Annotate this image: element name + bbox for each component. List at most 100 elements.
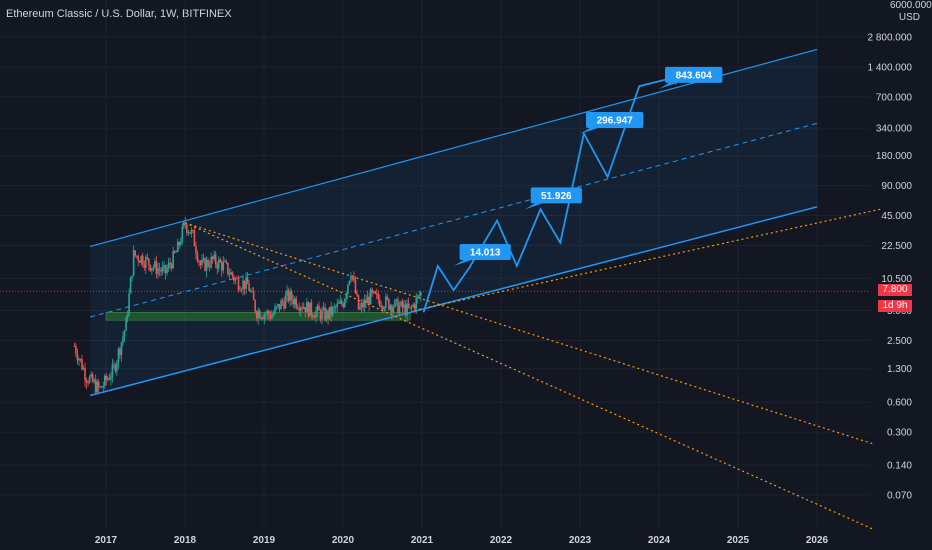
candle-body <box>172 251 174 269</box>
callout-box <box>459 243 511 260</box>
candle-body <box>186 224 188 233</box>
candle-body <box>225 261 228 263</box>
candle-body <box>348 280 351 285</box>
x-tick-label: 2018 <box>174 535 197 546</box>
candle-body <box>190 229 193 234</box>
candle-body <box>201 259 203 265</box>
candle-body <box>113 364 115 366</box>
candle-body <box>342 304 345 308</box>
candle-body <box>237 278 240 290</box>
candle-body <box>131 275 133 278</box>
callout-label: 14.013 <box>470 247 501 258</box>
candle-body <box>254 300 256 312</box>
candle-body <box>252 291 255 301</box>
y-tick-label: 1.300 <box>887 364 912 375</box>
candle-body <box>228 274 231 275</box>
candle-body <box>231 272 234 277</box>
candle-body <box>154 261 156 267</box>
candle-body <box>268 311 270 315</box>
countdown-badge: 1d 9h <box>878 300 912 312</box>
candle-body <box>148 258 150 265</box>
candle-body <box>299 307 302 311</box>
candle-body <box>330 306 332 315</box>
candle-body <box>93 380 95 382</box>
channel-area <box>90 49 817 396</box>
candle-body <box>170 264 173 269</box>
candle-body <box>117 348 120 363</box>
candle-body <box>313 317 316 319</box>
candle-body <box>97 381 100 388</box>
candle-body <box>383 307 386 310</box>
candle-body <box>192 229 194 231</box>
candle-body <box>385 296 387 308</box>
candle-body <box>301 307 304 309</box>
candle-body <box>167 262 170 269</box>
y-tick-label: 0.300 <box>887 428 912 439</box>
candle-body <box>119 348 121 355</box>
candle-body <box>286 290 288 296</box>
candle-body <box>307 302 310 317</box>
candle-body <box>160 270 162 272</box>
candle-body <box>328 306 331 319</box>
candle-body <box>173 251 176 253</box>
candle-body <box>94 380 97 393</box>
candle-body <box>90 374 92 377</box>
x-tick-label: 2022 <box>490 535 513 546</box>
x-tick-label: 2020 <box>332 535 355 546</box>
candle-body <box>151 267 153 271</box>
candle-body <box>412 304 414 307</box>
candle-body <box>79 358 82 360</box>
candle-body <box>184 222 187 225</box>
candle-body <box>382 306 384 310</box>
candle-body <box>325 310 328 320</box>
candle-body <box>220 262 223 271</box>
x-tick-label: 2026 <box>806 535 829 546</box>
y-axis: 2 800.000 1 400.000 700.000 340.000 180.000 9… <box>868 33 913 502</box>
callout-box <box>586 111 644 128</box>
candle-body <box>251 290 253 292</box>
candle-body <box>363 299 366 308</box>
callout-pointer <box>453 259 472 266</box>
y-tick-label: 45.000 <box>881 211 912 222</box>
callout-box <box>530 187 582 204</box>
candle-body <box>322 307 325 310</box>
candle-body <box>145 257 147 268</box>
candle-body <box>319 310 322 320</box>
candle-body <box>327 310 329 319</box>
candle-body <box>103 375 106 386</box>
candle-body <box>261 317 264 319</box>
candle-body <box>403 304 405 308</box>
candle-body <box>240 289 243 291</box>
candle-body <box>102 385 105 388</box>
candle-body <box>138 260 141 263</box>
candle-body <box>249 290 252 292</box>
candle-body <box>380 306 383 308</box>
candle-body <box>181 226 184 243</box>
candle-body <box>377 293 380 300</box>
candle-body <box>227 262 229 275</box>
candle-body <box>155 261 158 274</box>
callout-pointer <box>580 127 598 134</box>
candle-body <box>202 258 205 260</box>
candle-body <box>258 310 261 319</box>
candle-body <box>82 368 85 370</box>
candles <box>73 216 422 395</box>
candle-body <box>392 307 395 313</box>
candle-body <box>84 368 86 381</box>
candle-body <box>265 313 267 315</box>
candle-body <box>365 299 367 304</box>
candle-body <box>213 254 215 259</box>
candle-body <box>126 315 129 318</box>
candle-body <box>362 302 364 308</box>
candle-body <box>410 306 413 308</box>
candle-body <box>277 303 279 307</box>
candle-body <box>263 314 266 319</box>
candle-body <box>337 303 340 305</box>
callout-label: 843.604 <box>676 70 713 81</box>
candle-body <box>350 275 352 281</box>
candle-body <box>81 359 83 370</box>
candle-body <box>372 291 375 293</box>
x-tick-label: 2017 <box>95 535 118 546</box>
candle-body <box>100 386 103 388</box>
